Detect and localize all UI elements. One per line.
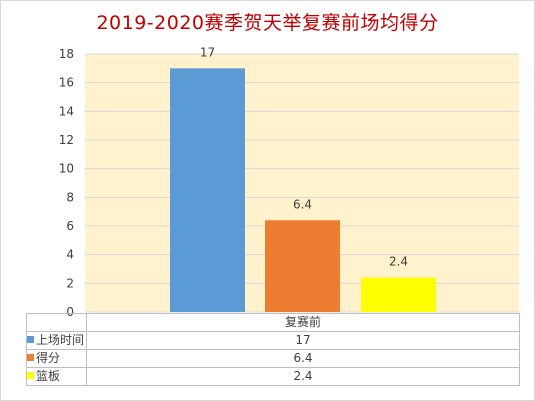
y-tick-label: 12 bbox=[59, 133, 74, 147]
legend-entry: 上场时间 bbox=[26, 331, 87, 350]
bars bbox=[170, 68, 436, 312]
data-label: 2.4 bbox=[389, 255, 408, 269]
data-label: 17 bbox=[200, 45, 215, 59]
bar bbox=[170, 68, 245, 312]
legend-swatch bbox=[27, 354, 34, 361]
y-tick-label: 16 bbox=[59, 76, 74, 90]
table-corner bbox=[26, 313, 87, 332]
y-tick-label: 14 bbox=[59, 104, 74, 118]
category-label: 复赛前 bbox=[86, 313, 520, 332]
y-axis-ticks: 0 2 4 6 8 10 12 14 16 18 bbox=[59, 47, 74, 319]
y-tick-label: 10 bbox=[59, 162, 74, 176]
table-row: 篮板 2.4 bbox=[26, 367, 520, 386]
table-row: 上场时间 17 bbox=[26, 331, 520, 350]
y-tick-label: 0 bbox=[66, 305, 74, 319]
legend-swatch bbox=[27, 336, 34, 343]
table-row: 得分 6.4 bbox=[26, 349, 520, 368]
y-tick-label: 2 bbox=[66, 276, 74, 290]
legend-swatch bbox=[27, 372, 34, 379]
table-header-row: 复赛前 bbox=[26, 313, 520, 332]
legend-entry: 得分 bbox=[26, 349, 87, 368]
y-tick-label: 6 bbox=[66, 219, 74, 233]
y-tick-label: 4 bbox=[66, 248, 74, 262]
legend-entry: 篮板 bbox=[26, 367, 87, 386]
chart-title: 2019-2020赛季贺天举复赛前场均得分 bbox=[96, 12, 439, 34]
bar bbox=[361, 277, 436, 312]
data-table: 复赛前 上场时间 17 得分 6.4 篮板 2.4 bbox=[26, 313, 520, 386]
data-labels: 17 6.4 2.4 bbox=[200, 45, 408, 268]
y-tick-label: 18 bbox=[59, 47, 74, 61]
table-cell: 17 bbox=[86, 331, 520, 350]
data-label: 6.4 bbox=[293, 197, 312, 211]
table-cell: 2.4 bbox=[86, 367, 520, 386]
table-cell: 6.4 bbox=[86, 349, 520, 368]
bar bbox=[265, 220, 340, 312]
y-tick-label: 8 bbox=[66, 190, 74, 204]
